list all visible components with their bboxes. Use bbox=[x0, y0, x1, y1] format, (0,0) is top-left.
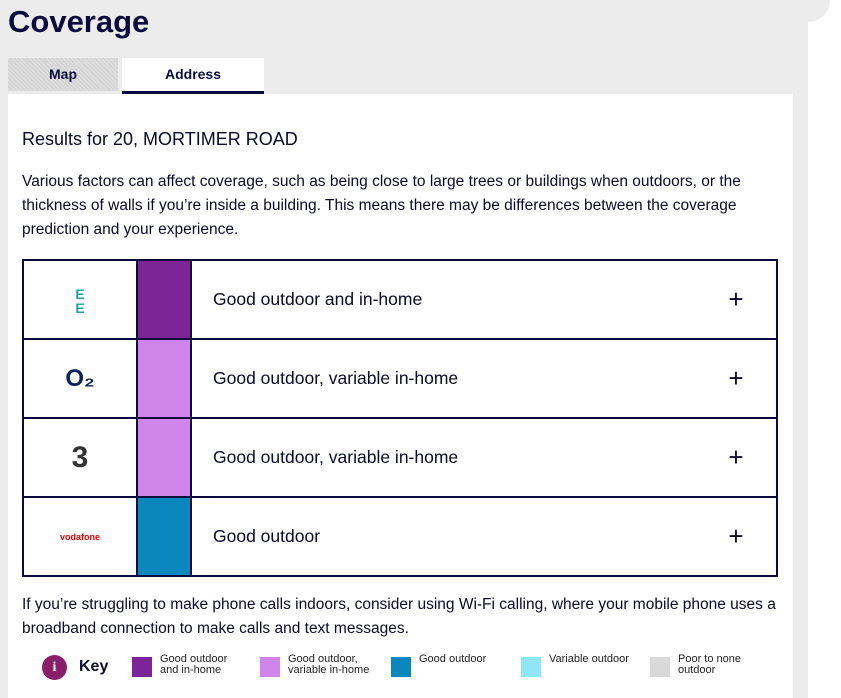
coverage-status: Good outdoor and in-home bbox=[213, 289, 423, 309]
info-icon: i bbox=[42, 655, 67, 680]
tab[interactable]: Address bbox=[122, 58, 264, 95]
key-label: Good outdoor bbox=[419, 653, 487, 665]
key-swatch bbox=[521, 657, 541, 677]
coverage-color bbox=[138, 498, 192, 575]
coverage-color bbox=[138, 419, 192, 496]
intro-text: Various factors can affect coverage, suc… bbox=[22, 173, 741, 238]
key-label: Poor to none outdoor bbox=[678, 653, 741, 676]
key: i Key Good outdoor and in-home Good outdo… bbox=[42, 652, 802, 686]
results-heading: Results for 20, MORTIMER ROAD bbox=[22, 129, 298, 149]
key-title: Key bbox=[79, 658, 109, 675]
key-swatch bbox=[391, 657, 411, 677]
coverage-status: Good outdoor bbox=[213, 526, 321, 546]
expand-button[interactable]: + bbox=[728, 521, 744, 551]
coverage-color bbox=[138, 340, 192, 417]
coverage-row[interactable]: O₂ Good outdoor, variable in-home + bbox=[24, 340, 776, 419]
coverage-row[interactable]: vodafone Good outdoor + bbox=[24, 498, 776, 577]
key-label: Good outdoor, variable in-home bbox=[288, 653, 370, 676]
key-label: Variable outdoor bbox=[549, 653, 629, 665]
expand-button[interactable]: + bbox=[728, 363, 744, 393]
tab[interactable]: Map bbox=[8, 58, 118, 91]
coverage-row[interactable]: 3 Good outdoor, variable in-home + bbox=[24, 419, 776, 498]
note-text: If you’re struggling to make phone calls… bbox=[22, 596, 776, 637]
key-swatch bbox=[650, 657, 670, 677]
expand-button[interactable]: + bbox=[728, 442, 744, 472]
coverage-color bbox=[138, 261, 192, 338]
operator-logo: vodafone bbox=[24, 498, 138, 575]
coverage-table: EE Good outdoor and in-home + O₂ Good outdoo… bbox=[22, 259, 778, 577]
operator-logo: EE bbox=[24, 261, 138, 338]
expand-button[interactable]: + bbox=[728, 284, 744, 314]
key-swatch bbox=[132, 657, 152, 677]
operator-logo: O₂ bbox=[24, 340, 138, 417]
nav-arrow[interactable] bbox=[786, 0, 830, 22]
coverage-row[interactable]: EE Good outdoor and in-home + bbox=[24, 261, 776, 340]
operator-logo: 3 bbox=[24, 419, 138, 496]
coverage-status: Good outdoor, variable in-home bbox=[213, 368, 459, 388]
coverage-status: Good outdoor, variable in-home bbox=[213, 447, 459, 467]
key-swatch bbox=[260, 657, 280, 677]
key-label: Good outdoor and in-home bbox=[160, 653, 228, 676]
page-title: Coverage bbox=[8, 4, 150, 39]
